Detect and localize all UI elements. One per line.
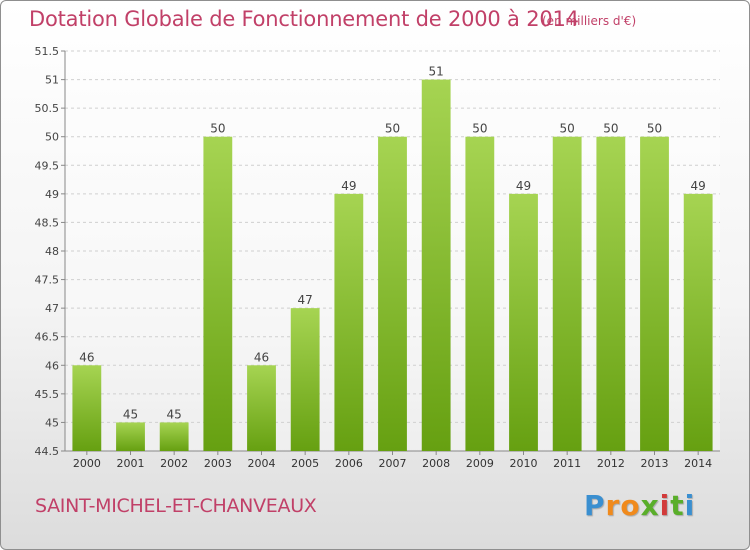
bar-2003: [203, 136, 233, 451]
x-tick-label: 2010: [510, 457, 538, 470]
y-tick-label: 51.5: [35, 45, 60, 58]
x-tick-label: 2002: [160, 457, 188, 470]
logo-letter: t: [670, 489, 685, 522]
x-tick-label: 2000: [73, 457, 101, 470]
bar-2008: [421, 79, 451, 452]
y-tick-label: 48.5: [35, 216, 60, 229]
data-label: 50: [603, 122, 618, 136]
x-tick-label: 2013: [641, 457, 669, 470]
x-tick-label: 2009: [466, 457, 494, 470]
x-tick-label: 2003: [204, 457, 232, 470]
bar-2000: [72, 365, 102, 451]
logo-letter: i: [684, 489, 696, 522]
y-tick-label: 49.5: [35, 159, 60, 172]
bar-2013: [640, 136, 669, 451]
data-label: 45: [123, 407, 138, 421]
x-tick-label: 2008: [422, 457, 450, 470]
bar-2012: [596, 136, 626, 451]
x-tick-label: 2014: [684, 457, 712, 470]
data-label: 46: [254, 350, 269, 364]
y-tick-label: 47.5: [35, 274, 60, 287]
bar-2002: [159, 422, 189, 451]
bar-2004: [247, 365, 276, 451]
bar-2007: [378, 136, 407, 451]
data-label: 50: [385, 122, 400, 136]
x-tick-label: 2011: [553, 457, 581, 470]
y-tick-label: 50.5: [35, 102, 60, 115]
logo-letter: x: [640, 489, 660, 522]
commune-name: SAINT-MICHEL-ET-CHANVEAUX: [35, 495, 317, 517]
data-label: 49: [341, 179, 356, 193]
bar-2009: [465, 136, 495, 451]
logo-letter: i: [659, 489, 671, 522]
logo-letter: r: [605, 489, 621, 522]
x-tick-label: 2001: [117, 457, 145, 470]
x-tick-label: 2005: [291, 457, 319, 470]
y-tick-label: 49: [45, 188, 59, 201]
data-label: 47: [298, 293, 313, 307]
data-label: 51: [429, 65, 444, 79]
data-label: 50: [647, 122, 662, 136]
unit-label: (en milliers d'€): [542, 14, 637, 28]
bars: [72, 79, 713, 452]
y-tick-label: 46: [45, 359, 59, 372]
logo-letter: o: [620, 489, 641, 522]
y-tick-label: 51: [45, 74, 59, 87]
data-label: 49: [691, 179, 706, 193]
data-label: 50: [560, 122, 575, 136]
y-tick-label: 45.5: [35, 388, 60, 401]
y-tick-label: 44.5: [35, 445, 60, 458]
data-label: 50: [472, 122, 487, 136]
data-label: 45: [167, 407, 182, 421]
y-tick-label: 45: [45, 416, 59, 429]
y-tick-label: 46.5: [35, 331, 60, 344]
logo-letter: P: [584, 489, 606, 522]
data-label: 50: [210, 122, 225, 136]
proxiti-logo[interactable]: Proxiti: [584, 489, 695, 522]
axes: 44.5 45 45.5 46 46.5 47 47.5 48 48.5 49 49.5 50 50.5…: [35, 45, 720, 458]
x-tick-label: 2012: [597, 457, 625, 470]
x-tick-label: 2004: [248, 457, 276, 470]
bar-2006: [334, 193, 364, 451]
y-tick-label: 50: [45, 131, 59, 144]
bar-2010: [509, 193, 538, 451]
data-label: 49: [516, 179, 531, 193]
bar-2005: [290, 308, 320, 451]
x-tick-label: 2007: [379, 457, 407, 470]
chart-title: Dotation Globale de Fonctionnement de 20…: [29, 7, 579, 31]
labels: 2000 46 2001 45 2002 45 2003 50 2004 46 2005 47 2006…: [73, 65, 712, 470]
bar-2011: [552, 136, 582, 451]
x-tick-label: 2006: [335, 457, 363, 470]
bar-2014: [683, 193, 713, 451]
y-tick-label: 48: [45, 245, 59, 258]
data-label: 46: [79, 350, 94, 364]
y-tick-label: 47: [45, 302, 59, 315]
bar-2001: [116, 422, 145, 451]
